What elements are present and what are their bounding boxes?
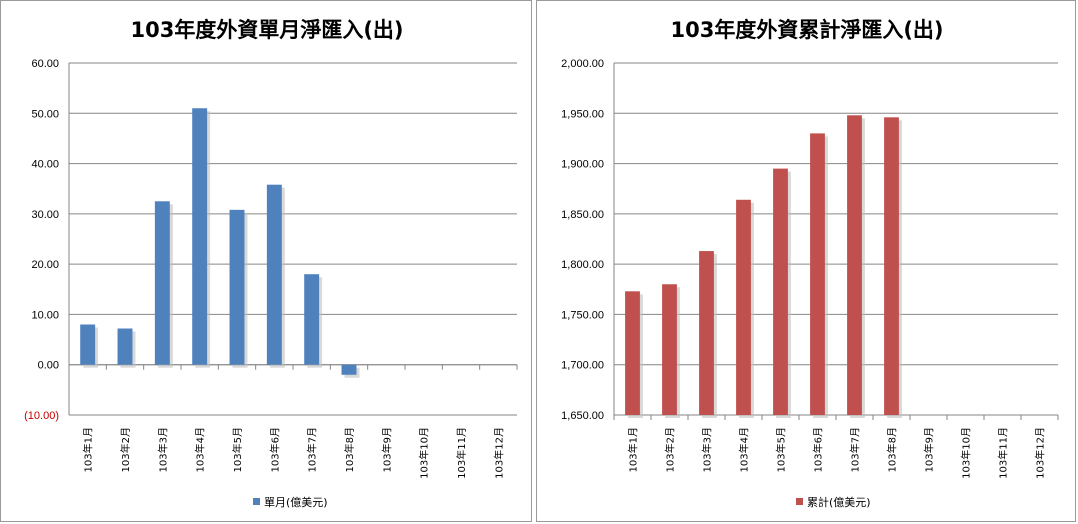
x-tick-label: 103年10月 [960,427,973,479]
x-tick-label: 103年12月 [1034,427,1047,479]
x-tick-label: 103年8月 [343,427,356,472]
legend-swatch [796,498,803,505]
x-tick-label: 103年9月 [380,427,393,472]
bar [662,284,677,415]
bar [341,364,357,375]
x-tick-label: 103年6月 [268,427,281,472]
cumulative-net-inflow-chart: 103年度外資累計淨匯入(出) 1,650.00 1,700.00 1,750.00… [536,0,1076,522]
bar [80,324,96,365]
bar [736,199,751,415]
legend-swatch [253,498,260,505]
x-tick-label: 103年8月 [886,427,899,472]
y-tick-label: 2,000.00 [561,58,604,70]
bar [266,184,282,365]
x-tick-label: 103年11月 [455,427,468,479]
bar [884,117,899,416]
x-tick-label: 103年3月 [701,427,714,472]
y-tick-label: 1,700.00 [561,360,604,372]
bar [154,201,170,365]
x-tick-label: 103年10月 [418,427,431,479]
y-tick-label: 0.00 [38,360,59,372]
x-tick-label: 103年2月 [119,427,132,472]
bar [773,168,788,415]
bar [229,209,245,365]
y-tick-label: 1,650.00 [561,410,604,422]
x-tick-label: 103年4月 [738,427,751,472]
monthly-net-inflow-chart: 103年度外資單月淨匯入(出) (10.00) 0.00 10.00 20.00 30.… [0,0,532,522]
legend-label: 單月(億美元) [264,496,328,509]
x-tick-label: 103年7月 [306,427,319,472]
x-tick-label: 103年1月 [627,427,640,472]
x-tick-label: 103年5月 [231,427,244,472]
x-tick-label: 103年12月 [492,427,505,479]
chart-title: 103年度外資單月淨匯入(出) [130,18,403,42]
y-tick-label: 1,850.00 [561,209,604,221]
x-tick-label: 103年5月 [775,427,788,472]
bar [847,115,862,415]
legend-label: 累計(億美元) [807,495,871,509]
x-tick-label: 103年7月 [849,427,862,472]
x-tick-label: 103年9月 [923,427,936,472]
y-tick-label: 1,800.00 [561,259,604,271]
y-tick-label: 1,750.00 [561,309,604,321]
bar [304,274,320,365]
y-tick-label: (10.00) [24,410,59,422]
y-tick-label: 40.00 [31,159,59,171]
bar [810,133,825,415]
y-tick-label: 30.00 [31,209,59,221]
monthly-chart-svg: 103年度外資單月淨匯入(出) (10.00) 0.00 10.00 20.00 30.… [24,18,518,509]
y-tick-label: 50.00 [31,108,59,120]
bar [117,328,133,365]
y-tick-label: 1,950.00 [561,108,604,120]
x-tick-label: 103年4月 [194,427,207,472]
y-tick-label: 1,900.00 [561,159,604,171]
bar [625,291,640,415]
y-tick-label: 60.00 [31,58,59,70]
x-tick-label: 103年3月 [156,427,169,472]
bar [192,108,208,365]
x-tick-label: 103年2月 [664,427,677,472]
x-tick-label: 103年11月 [997,427,1010,479]
y-tick-label: 20.00 [31,259,59,271]
bar [699,251,714,415]
x-tick-label: 103年1月 [82,427,95,472]
chart-title: 103年度外資累計淨匯入(出) [670,18,943,42]
y-tick-label: 10.00 [31,309,59,321]
x-tick-label: 103年6月 [812,427,825,472]
cumulative-chart-svg: 103年度外資累計淨匯入(出) 1,650.00 1,700.00 1,750.00… [561,18,1059,509]
